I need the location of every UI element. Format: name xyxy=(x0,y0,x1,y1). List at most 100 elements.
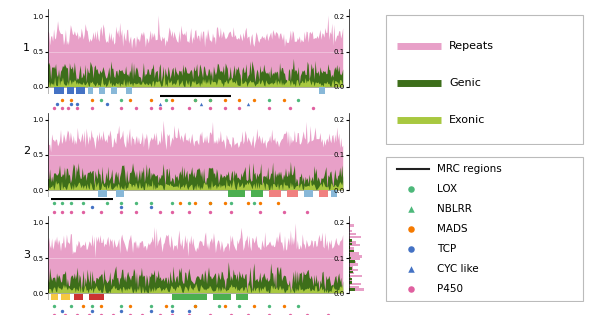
Point xyxy=(303,312,312,315)
Point xyxy=(117,106,126,111)
FancyBboxPatch shape xyxy=(386,157,583,301)
Point xyxy=(220,97,229,102)
Point xyxy=(309,106,318,111)
Bar xyxy=(88,87,94,94)
Bar xyxy=(269,190,281,197)
Point xyxy=(249,304,259,309)
Point xyxy=(196,102,206,107)
Point xyxy=(205,200,215,205)
Text: 1: 1 xyxy=(23,43,30,53)
Bar xyxy=(287,190,299,197)
Point xyxy=(58,97,67,102)
Point xyxy=(146,97,156,102)
Point xyxy=(126,312,135,315)
Point xyxy=(303,209,312,214)
Point xyxy=(273,200,283,205)
Point xyxy=(244,102,253,107)
Bar xyxy=(349,243,352,245)
Point xyxy=(205,312,215,315)
Point xyxy=(137,312,147,315)
Point xyxy=(146,308,156,313)
Point xyxy=(67,97,76,102)
Point xyxy=(73,106,82,111)
Point xyxy=(78,209,88,214)
Point xyxy=(146,106,156,111)
Point xyxy=(117,304,126,309)
Point xyxy=(226,312,235,315)
Point xyxy=(108,312,117,315)
Point xyxy=(185,209,194,214)
Point xyxy=(185,308,194,313)
Bar xyxy=(349,277,350,280)
Bar xyxy=(349,250,354,252)
Point xyxy=(255,209,265,214)
Bar xyxy=(349,272,355,274)
Point xyxy=(264,304,274,309)
Bar xyxy=(349,246,350,249)
Point xyxy=(264,97,274,102)
Bar xyxy=(349,233,356,235)
Bar xyxy=(349,261,356,263)
Point xyxy=(64,106,73,111)
Text: NBLRR: NBLRR xyxy=(437,204,472,214)
Point xyxy=(146,200,156,205)
Bar xyxy=(349,280,352,283)
Bar xyxy=(319,87,325,94)
Point xyxy=(264,312,274,315)
Point xyxy=(58,200,67,205)
Point xyxy=(406,247,415,252)
Point xyxy=(406,186,415,192)
Text: TCP: TCP xyxy=(437,244,457,254)
Point xyxy=(205,97,215,102)
Text: P450: P450 xyxy=(437,284,463,294)
Point xyxy=(167,308,176,313)
Point xyxy=(406,266,415,272)
Point xyxy=(131,209,141,214)
Point xyxy=(126,304,135,309)
Bar xyxy=(51,294,58,300)
Bar xyxy=(349,278,352,280)
Point xyxy=(67,102,76,107)
Point xyxy=(205,209,215,214)
Bar xyxy=(349,239,352,242)
Point xyxy=(146,304,156,309)
Bar xyxy=(349,247,353,249)
Point xyxy=(214,304,224,309)
Bar xyxy=(67,87,74,94)
Bar xyxy=(172,294,207,300)
Bar xyxy=(237,294,249,300)
Bar xyxy=(349,289,355,291)
FancyBboxPatch shape xyxy=(386,15,583,144)
Point xyxy=(49,106,58,111)
Point xyxy=(155,102,164,107)
Bar xyxy=(349,252,359,255)
Bar xyxy=(349,274,350,277)
Point xyxy=(117,200,126,205)
Bar xyxy=(319,190,328,197)
Point xyxy=(87,97,97,102)
Point xyxy=(220,200,229,205)
Bar xyxy=(349,283,361,285)
Bar xyxy=(252,190,263,197)
Point xyxy=(167,106,176,111)
Point xyxy=(96,312,105,315)
Bar xyxy=(331,190,337,197)
Bar xyxy=(349,263,358,266)
Point xyxy=(167,304,176,309)
Point xyxy=(49,312,58,315)
Bar xyxy=(349,275,362,277)
Bar xyxy=(349,249,354,252)
Point xyxy=(117,97,126,102)
Point xyxy=(285,106,294,111)
Point xyxy=(102,102,111,107)
Bar xyxy=(349,289,364,291)
Bar xyxy=(54,87,64,94)
Point xyxy=(146,205,156,210)
Bar xyxy=(349,238,350,241)
Bar xyxy=(349,258,361,260)
Point xyxy=(205,106,215,111)
Bar xyxy=(349,241,356,243)
Point xyxy=(49,200,58,205)
Point xyxy=(191,97,200,102)
Point xyxy=(249,97,259,102)
